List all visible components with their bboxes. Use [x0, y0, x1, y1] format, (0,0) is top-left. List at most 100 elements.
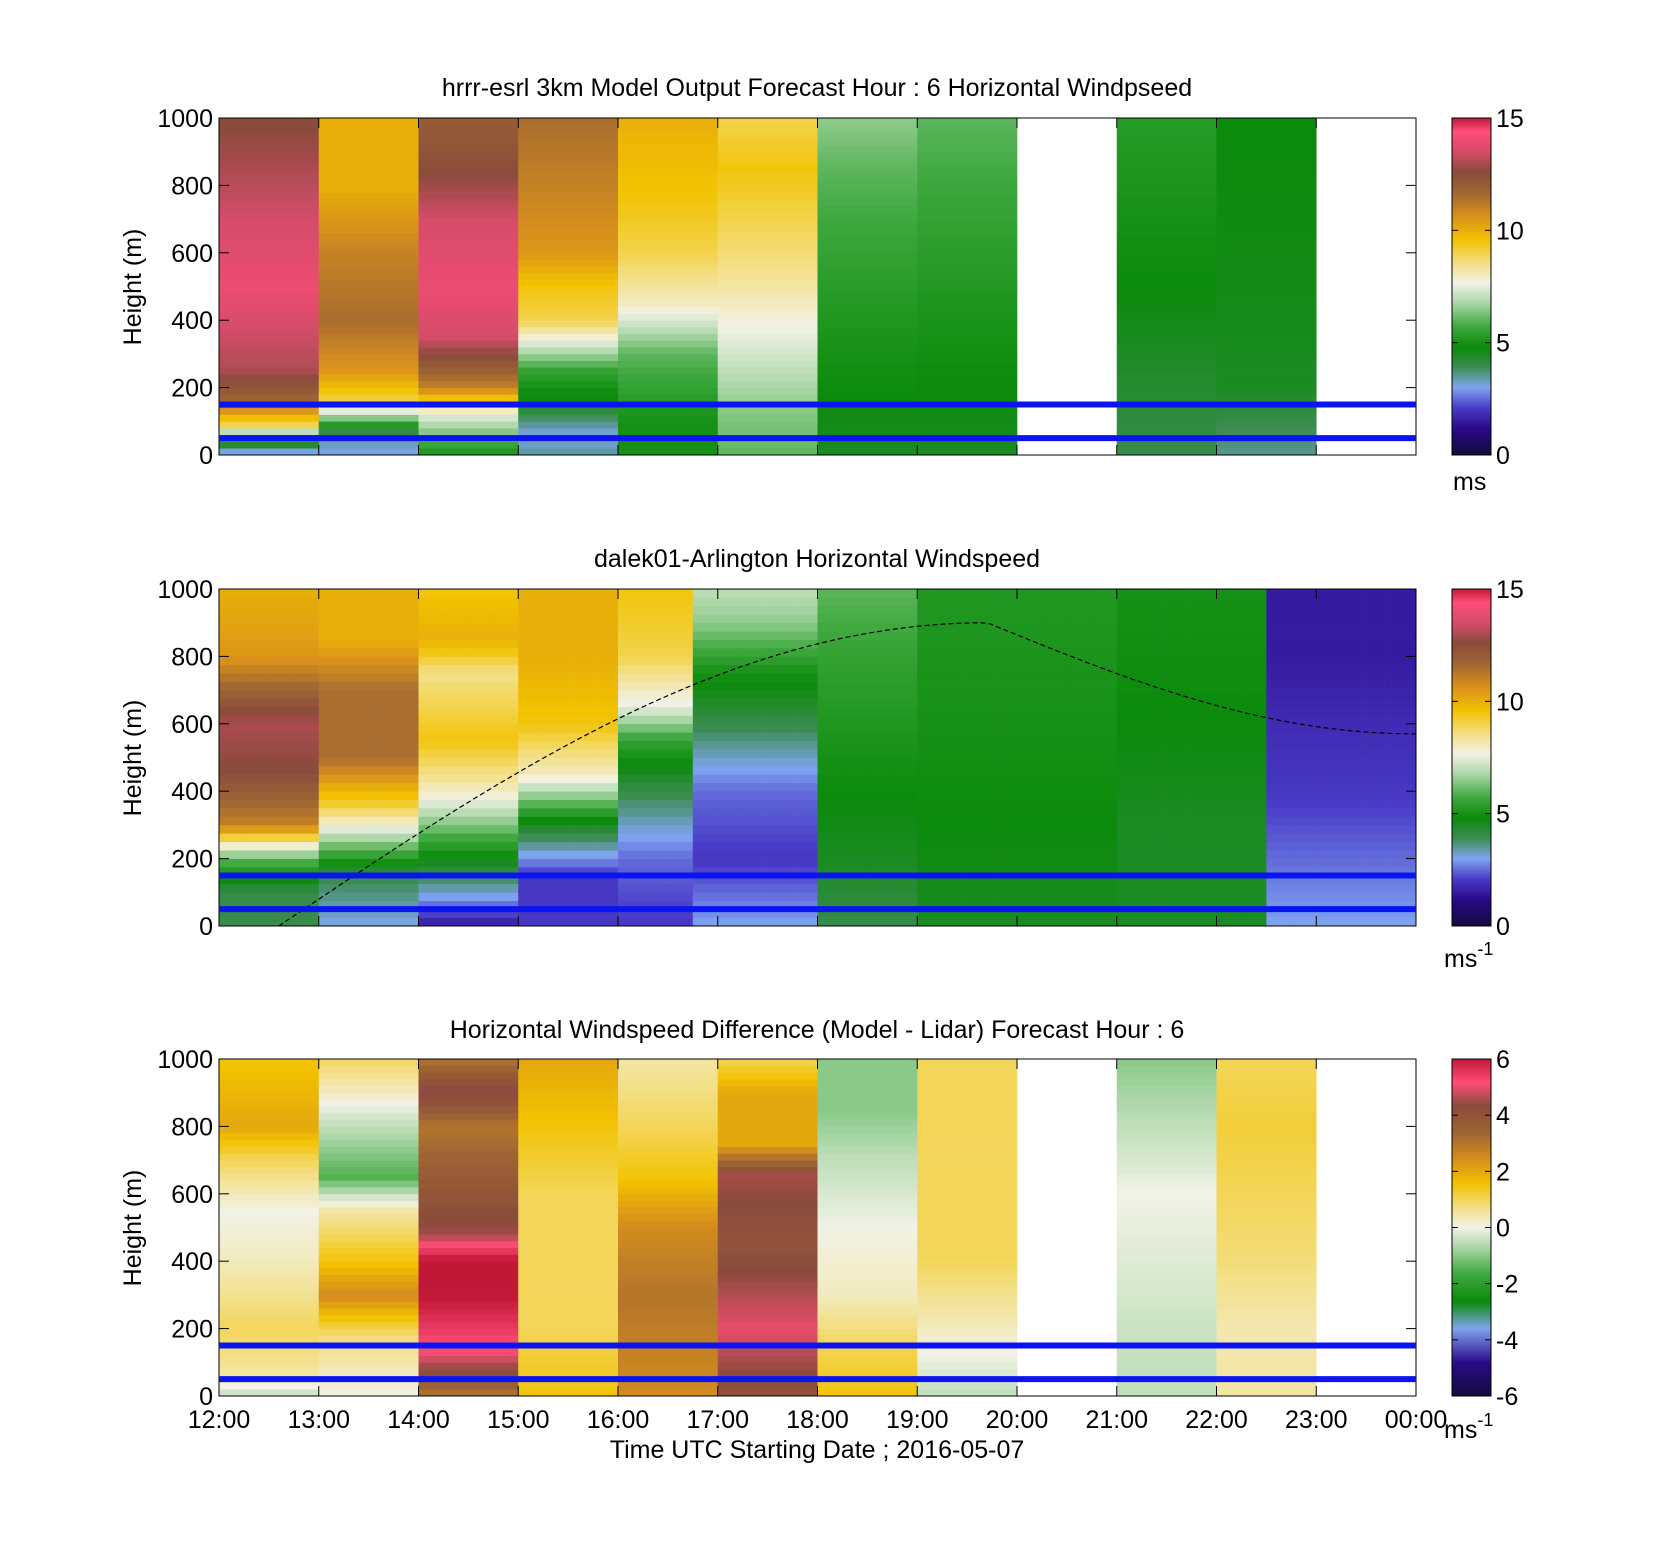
heatmap-cell: [618, 850, 644, 859]
heatmap-cell: [1191, 589, 1217, 598]
heatmap-cell: [318, 225, 419, 233]
heatmap-cell: [518, 706, 544, 716]
heatmap-cell: [1291, 732, 1317, 741]
heatmap-cell: [917, 1112, 1018, 1120]
heatmap-cell: [219, 1126, 320, 1134]
heatmap-cell: [518, 286, 619, 294]
heatmap-cell: [967, 673, 993, 682]
heatmap-cell: [1316, 808, 1342, 817]
y-tick-label: 400: [171, 778, 213, 806]
heatmap-cell: [518, 1227, 619, 1235]
heatmap-cell: [742, 816, 768, 826]
heatmap-cell: [618, 1348, 719, 1356]
heatmap-cell: [418, 808, 444, 817]
heatmap-cell: [942, 858, 968, 868]
heatmap-cell: [243, 833, 270, 843]
heatmap-cell: [1017, 614, 1043, 623]
heatmap-cell: [518, 1173, 619, 1181]
heatmap-cell: [1066, 824, 1093, 834]
heatmap-cell: [1017, 740, 1043, 750]
heatmap-cell: [1041, 824, 1068, 834]
heatmap-cell: [393, 749, 419, 758]
heatmap-cell: [618, 706, 644, 716]
heatmap-cell: [767, 858, 793, 868]
heatmap-cell: [1291, 681, 1317, 691]
heatmap-cell: [568, 656, 594, 666]
heatmap-cell: [1017, 664, 1043, 674]
heatmap-cell: [1366, 656, 1392, 666]
heatmap-cell: [867, 681, 893, 691]
heatmap-cell: [817, 374, 918, 382]
heatmap-cell: [742, 841, 768, 851]
heatmap-cell: [692, 782, 719, 792]
heatmap-cell: [318, 1207, 419, 1215]
heatmap-cell: [219, 1261, 320, 1269]
heatmap-cell: [1116, 421, 1217, 429]
heatmap-cell: [1216, 1166, 1317, 1174]
heatmap-cell: [318, 1106, 419, 1114]
heatmap-cell: [1266, 605, 1292, 615]
heatmap-cell: [1216, 1079, 1317, 1087]
heatmap-cell: [1191, 749, 1217, 758]
heatmap-cell: [917, 1254, 1018, 1262]
heatmap-cell: [642, 589, 669, 598]
heatmap-cell: [219, 782, 245, 792]
heatmap-cell: [593, 867, 619, 876]
heatmap-cell: [1216, 791, 1242, 800]
heatmap-cell: [1341, 597, 1367, 607]
heatmap-cell: [243, 765, 270, 775]
heatmap-cell: [692, 614, 719, 623]
heatmap-cell: [892, 647, 918, 657]
heatmap-cell: [792, 858, 818, 868]
heatmap-cell: [243, 909, 270, 918]
heatmap-cell: [1116, 858, 1142, 868]
heatmap-cell: [418, 799, 444, 809]
heatmap-cell: [1166, 867, 1192, 876]
heatmap-cell: [717, 1092, 818, 1100]
heatmap-cell: [318, 1153, 419, 1161]
heatmap-cell: [942, 631, 968, 640]
heatmap-cell: [692, 824, 719, 834]
heatmap-cell: [493, 631, 519, 640]
heatmap-cell: [817, 414, 918, 422]
heatmap-cell: [443, 791, 469, 800]
heatmap-cell: [1391, 639, 1417, 649]
heatmap-cell: [243, 917, 270, 927]
heatmap-cell: [618, 1207, 719, 1215]
heatmap-cell: [767, 765, 793, 775]
heatmap-cell: [543, 791, 569, 800]
heatmap-cell: [967, 589, 993, 598]
heatmap-cell: [418, 791, 444, 800]
heatmap-cell: [1216, 360, 1317, 368]
heatmap-cell: [293, 639, 320, 649]
heatmap-cell: [518, 441, 619, 449]
heatmap-cell: [418, 219, 519, 227]
heatmap-cell: [518, 198, 619, 206]
heatmap-cell: [1216, 1240, 1317, 1249]
heatmap-cell: [767, 824, 793, 834]
heatmap-cell: [742, 808, 768, 817]
heatmap-cell: [518, 239, 619, 247]
heatmap-cell: [543, 673, 569, 682]
heatmap-cell: [1366, 782, 1392, 792]
heatmap-cell: [219, 380, 320, 388]
heatmap-cell: [518, 1254, 619, 1262]
heatmap-cell: [418, 698, 444, 708]
heatmap-cell: [518, 858, 544, 868]
heatmap-cell: [219, 1254, 320, 1262]
heatmap-cell: [1216, 1234, 1317, 1242]
heatmap-cell: [1066, 614, 1093, 623]
heatmap-cell: [842, 698, 868, 708]
heatmap-cell: [717, 1200, 818, 1208]
heatmap-cell: [842, 892, 868, 902]
heatmap-cell: [343, 765, 369, 775]
heatmap-cell: [717, 589, 743, 598]
heatmap-cell: [917, 1065, 1018, 1073]
heatmap-cell: [842, 639, 868, 649]
heatmap-cell: [293, 782, 320, 792]
heatmap-cell: [1266, 833, 1292, 843]
heatmap-cell: [817, 900, 843, 910]
heatmap-cell: [917, 631, 943, 640]
heatmap-cell: [967, 858, 993, 868]
heatmap-cell: [792, 690, 818, 699]
